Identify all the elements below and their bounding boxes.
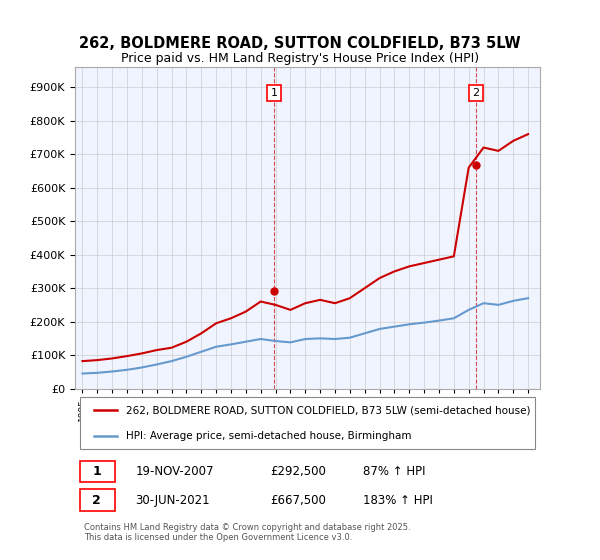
- Text: 262, BOLDMERE ROAD, SUTTON COLDFIELD, B73 5LW: 262, BOLDMERE ROAD, SUTTON COLDFIELD, B7…: [79, 36, 521, 52]
- Text: 19-NOV-2007: 19-NOV-2007: [136, 465, 214, 478]
- Text: 262, BOLDMERE ROAD, SUTTON COLDFIELD, B73 5LW (semi-detached house): 262, BOLDMERE ROAD, SUTTON COLDFIELD, B7…: [126, 405, 530, 416]
- FancyBboxPatch shape: [80, 489, 115, 511]
- Text: HPI: Average price, semi-detached house, Birmingham: HPI: Average price, semi-detached house,…: [126, 431, 412, 441]
- Text: £292,500: £292,500: [270, 465, 326, 478]
- Text: Price paid vs. HM Land Registry's House Price Index (HPI): Price paid vs. HM Land Registry's House …: [121, 52, 479, 64]
- FancyBboxPatch shape: [80, 461, 115, 482]
- Text: 1: 1: [271, 88, 277, 98]
- Text: 183% ↑ HPI: 183% ↑ HPI: [364, 494, 433, 507]
- Text: £667,500: £667,500: [270, 494, 326, 507]
- Text: 87% ↑ HPI: 87% ↑ HPI: [364, 465, 426, 478]
- Text: Contains HM Land Registry data © Crown copyright and database right 2025.
This d: Contains HM Land Registry data © Crown c…: [84, 523, 411, 543]
- Text: 2: 2: [473, 88, 479, 98]
- FancyBboxPatch shape: [80, 396, 535, 449]
- Text: 2: 2: [92, 494, 101, 507]
- Text: 1: 1: [92, 465, 101, 478]
- Text: 30-JUN-2021: 30-JUN-2021: [136, 494, 210, 507]
